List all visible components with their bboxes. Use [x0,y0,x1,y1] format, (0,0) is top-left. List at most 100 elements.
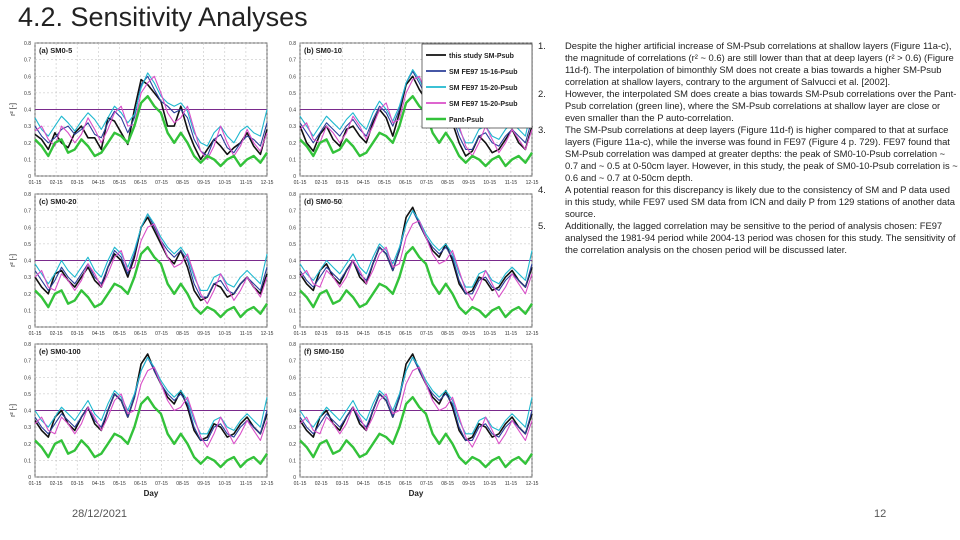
y-tick-label: 0.3 [289,425,296,431]
x-tick-label: 10-15 [483,180,496,186]
note-item: 2. However, the interpolated SM does cre… [538,88,958,124]
x-tick-label: 02-15 [50,180,63,186]
y-tick-label: 0.6 [289,375,296,381]
series-line [34,216,268,302]
x-tick-label: 10-15 [483,331,496,337]
note-number: 3. [538,124,546,135]
series-line [299,356,533,441]
x-tick-label: 02-15 [315,331,328,337]
x-tick-label: 12-15 [526,481,539,487]
x-tick-label: 07-15 [155,331,168,337]
x-tick-label: 05-15 [113,481,126,487]
x-tick-label: 11-15 [505,180,518,186]
x-tick-label: 04-15 [92,331,105,337]
x-tick-label: 07-15 [155,481,168,487]
x-tick-label: 06-15 [399,331,412,337]
note-text: The SM-Psub correlations at deep layers … [565,124,958,183]
series-line [34,78,268,161]
y-tick-label: 0.3 [289,124,296,130]
x-tick-label: 03-15 [336,481,349,487]
y-tick-label: 0.7 [289,209,296,215]
series-line [299,396,534,469]
x-tick-label: 02-15 [315,180,328,186]
x-tick-label: 05-15 [113,331,126,337]
x-tick-label: 10-15 [483,481,496,487]
y-tick-label: 0 [28,325,31,331]
note-text: Additionally, the lagged correlation may… [565,220,956,255]
y-tick-label: 0.1 [24,157,31,163]
y-tick-label: 0.8 [289,41,296,47]
y-tick-label: 0.1 [24,308,31,314]
x-tick-label: 03-15 [336,180,349,186]
y-tick-label: 0 [293,174,296,180]
x-tick-label: 08-15 [176,331,189,337]
y-tick-label: 0.2 [24,141,31,147]
panel-label: (a) SM0-5 [39,46,72,55]
x-tick-label: 08-15 [176,180,189,186]
y-tick-label: 0.4 [24,108,31,114]
series-line [34,95,269,168]
x-tick-label: 11-15 [240,481,253,487]
series-line [299,210,533,295]
note-number: 5. [538,220,546,231]
x-tick-label: 06-15 [399,180,412,186]
x-tick-label: 07-15 [420,180,433,186]
series-line [299,70,533,150]
y-tick-label: 0.6 [289,74,296,80]
x-tick-label: 12-15 [261,481,274,487]
panel-label: (f) SM0-150 [304,347,344,356]
series-line [34,213,268,291]
x-tick-label: 09-15 [462,180,475,186]
x-tick-label: 03-15 [336,331,349,337]
y-tick-label: 0.2 [289,292,296,298]
slide-title: 4.2. Sensitivity Analyses [18,2,308,32]
notes-list: 1. Despite the higher artificial increas… [538,40,958,256]
legend-label: SM FE97 15-20-Psub [449,101,517,108]
y-tick-label: 0 [293,475,296,481]
chart-panel: 0.8 0.7 0.6 0.5 0.4 0.3 0.2 0.1 001-15 02-15 03-15… [10,342,274,498]
x-tick-label: 02-15 [315,481,328,487]
x-tick-label: 01-15 [294,331,307,337]
series-line [34,245,269,319]
note-text: However, the interpolated SM does create… [565,88,957,123]
y-tick-label: 0.4 [24,259,31,265]
y-tick-label: 0.3 [24,124,31,130]
x-tick-label: 09-15 [197,331,210,337]
series-line [299,366,533,448]
y-tick-label: 0.7 [289,58,296,64]
y-tick-label: 0.3 [24,275,31,281]
y-tick-label: 0.5 [289,392,296,398]
x-tick-label: 10-15 [218,180,231,186]
y-tick-label: 0.8 [24,192,31,198]
note-number: 2. [538,88,546,99]
x-tick-label: 12-15 [526,331,539,337]
y-tick-label: 0.6 [24,375,31,381]
series-line [299,210,533,288]
series-line [34,75,268,157]
y-tick-label: 0.8 [289,342,296,348]
x-tick-label: 08-15 [176,481,189,487]
y-axis-label: r² [-] [10,404,17,417]
y-tick-label: 0.3 [24,425,31,431]
x-tick-label: 02-15 [50,331,63,337]
x-tick-label: 04-15 [92,180,105,186]
y-tick-label: 0.2 [289,141,296,147]
x-tick-label: 09-15 [197,180,210,186]
x-tick-label: 10-15 [218,481,231,487]
y-tick-label: 0.8 [24,342,31,348]
legend-label: this study SM-Psub [449,53,514,60]
x-tick-label: 03-15 [71,180,84,186]
x-tick-label: 01-15 [29,481,42,487]
y-tick-label: 0.7 [24,209,31,215]
y-tick-label: 0.4 [289,409,296,415]
y-tick-label: 0.5 [24,242,31,248]
series-line [34,396,269,469]
y-tick-label: 0.1 [24,458,31,464]
legend-label: SM FE97 15-16-Psub [449,69,517,76]
x-tick-label: 11-15 [505,481,518,487]
x-tick-label: 10-15 [218,331,231,337]
y-tick-label: 0.8 [24,41,31,47]
x-tick-label: 03-15 [71,331,84,337]
note-item: 3. The SM-Psub correlations at deep laye… [538,124,958,184]
sensitivity-figure: 0.8 0.7 0.6 0.5 0.4 0.3 0.2 0.1 0 01-15 02-15 03-15… [10,41,539,498]
